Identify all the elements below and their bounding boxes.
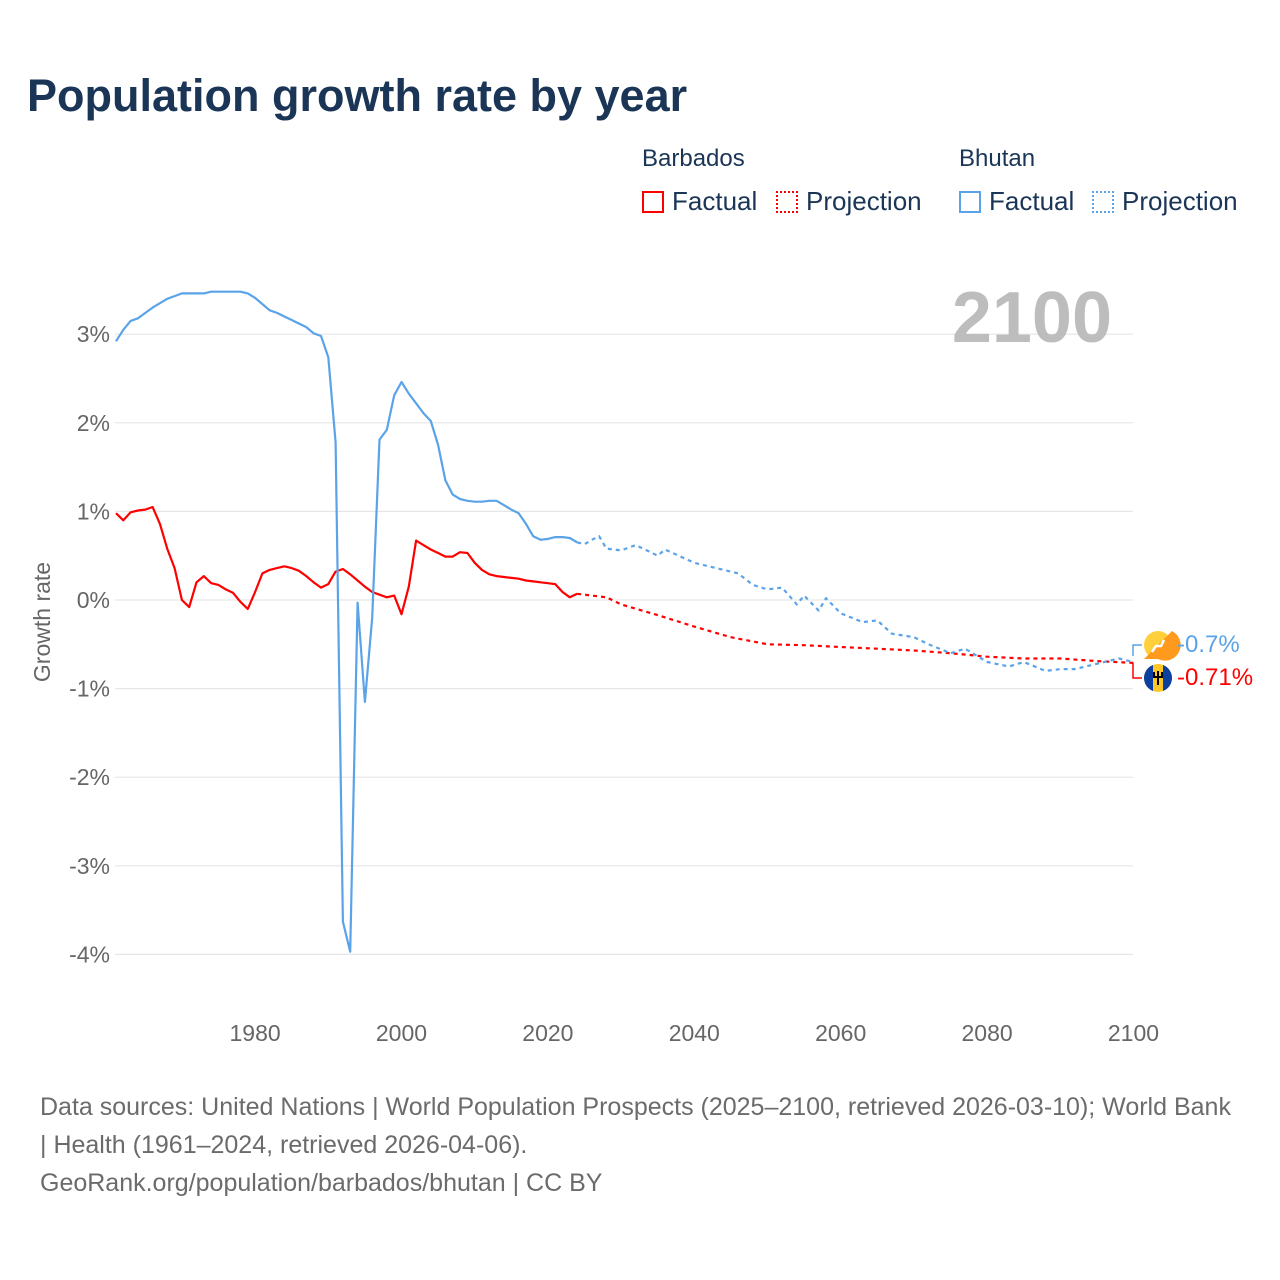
legend-bhutan-factual[interactable]: Factual <box>959 186 1074 217</box>
barbados-flag-icon <box>1144 664 1172 692</box>
line-chart: 3% 2% 1% 0% -1% -2% -3% -4% 1980 2000 2020 2040 2060… <box>29 278 1253 1046</box>
end-label-barbados: -0.71% <box>1177 664 1253 691</box>
source-link[interactable]: GeoRank.org/population/barbados/bhutan |… <box>40 1169 603 1197</box>
y-tick-label: 1% <box>77 498 110 524</box>
legend-barbados-projection[interactable]: Projection <box>776 186 922 217</box>
legend-swatch-solid <box>959 190 981 213</box>
end-label-bhutan: -0.7% <box>1177 631 1240 658</box>
y-tick-label: -1% <box>69 676 110 702</box>
legend-swatch-dotted <box>776 190 798 213</box>
legend-label: Factual <box>989 186 1075 216</box>
legend-barbados-factual[interactable]: Factual <box>642 186 757 217</box>
y-axis-label: Growth rate <box>29 562 55 682</box>
x-tick-label: 2000 <box>376 1020 427 1046</box>
legend-bhutan-projection[interactable]: Projection <box>1092 186 1238 217</box>
current-year-label: 2100 <box>952 278 1112 358</box>
y-tick-label: 0% <box>77 587 110 613</box>
series-line-barbados-projection <box>577 592 1134 664</box>
x-tick-label: 2020 <box>522 1020 573 1046</box>
legend-label: Projection <box>1122 186 1238 216</box>
y-tick-label: -3% <box>69 853 110 879</box>
series-line-bhutan-factual <box>115 290 578 953</box>
legend-swatch-solid <box>642 190 664 213</box>
x-tick-label: 2080 <box>961 1020 1012 1046</box>
x-tick-label: 1980 <box>229 1020 280 1046</box>
footer: Data sources: United Nations | World Pop… <box>40 1088 1240 1202</box>
data-sources-text: Data sources: United Nations | World Pop… <box>40 1093 1231 1159</box>
x-tick-label: 2100 <box>1108 1020 1159 1046</box>
series-line-barbados-factual <box>115 505 578 616</box>
legend-label: Projection <box>806 186 922 216</box>
end-connector-barbados <box>1132 663 1142 679</box>
y-tick-label: 2% <box>77 410 110 436</box>
series-line-bhutan-projection <box>576 535 1134 672</box>
y-tick-label: -4% <box>69 941 110 967</box>
bhutan-flag-icon <box>1144 631 1181 661</box>
y-tick-label: 3% <box>77 321 110 347</box>
legend-label: Factual <box>672 186 758 216</box>
legend-group-barbados: Barbados <box>642 145 745 172</box>
x-tick-label: 2040 <box>669 1020 720 1046</box>
legend-group-bhutan: Bhutan <box>959 145 1036 172</box>
y-tick-label: -2% <box>69 764 110 790</box>
x-tick-label: 2060 <box>815 1020 866 1046</box>
end-connector-bhutan <box>1132 644 1142 656</box>
legend-swatch-dotted <box>1092 190 1114 213</box>
page-title: Population growth rate by year <box>27 70 688 121</box>
